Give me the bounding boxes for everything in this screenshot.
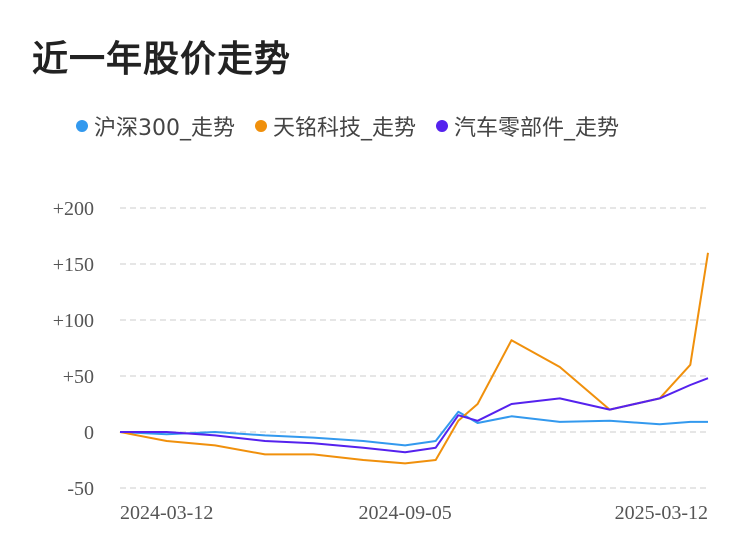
legend-label-hs300: 沪深300_走势 xyxy=(94,116,235,141)
y-tick-label: +50 xyxy=(63,366,94,388)
y-tick-label: +200 xyxy=(53,198,94,220)
legend-item-hs300[interactable]: 沪深300_走势 xyxy=(76,110,235,142)
chart-title: 近一年股价走势 xyxy=(32,39,292,80)
series-line-hs300 xyxy=(119,410,708,447)
legend-item-auto[interactable]: 汽车零部件_走势 xyxy=(436,110,619,142)
y-tick-label: -50 xyxy=(67,478,94,500)
grid xyxy=(120,207,708,489)
x-tick-label: 2024-09-05 xyxy=(358,502,451,524)
x-tick-label: 2024-03-12 xyxy=(120,502,213,524)
legend: 沪深300_走势 天铭科技_走势 汽车零部件_走势 xyxy=(76,110,639,142)
legend-label-auto: 汽车零部件_走势 xyxy=(454,116,620,141)
y-axis-ticks: +200 +150 +100 +50 0 -50 xyxy=(53,198,94,500)
x-tick-label: 2025-03-12 xyxy=(615,502,708,524)
y-tick-label: +100 xyxy=(53,310,94,332)
legend-dot-auto xyxy=(436,120,449,132)
legend-label-tianming: 天铭科技_走势 xyxy=(273,116,417,141)
series-lines xyxy=(119,252,709,465)
y-tick-label: 0 xyxy=(84,422,94,444)
y-tick-label: +150 xyxy=(53,254,94,276)
series-line-auto xyxy=(120,377,709,454)
legend-dot-tianming xyxy=(255,120,267,132)
legend-item-tianming[interactable]: 天铭科技_走势 xyxy=(255,110,416,142)
legend-dot-hs300 xyxy=(76,120,88,132)
x-axis-ticks: 2024-03-12 2024-09-05 2025-03-12 xyxy=(120,502,708,524)
